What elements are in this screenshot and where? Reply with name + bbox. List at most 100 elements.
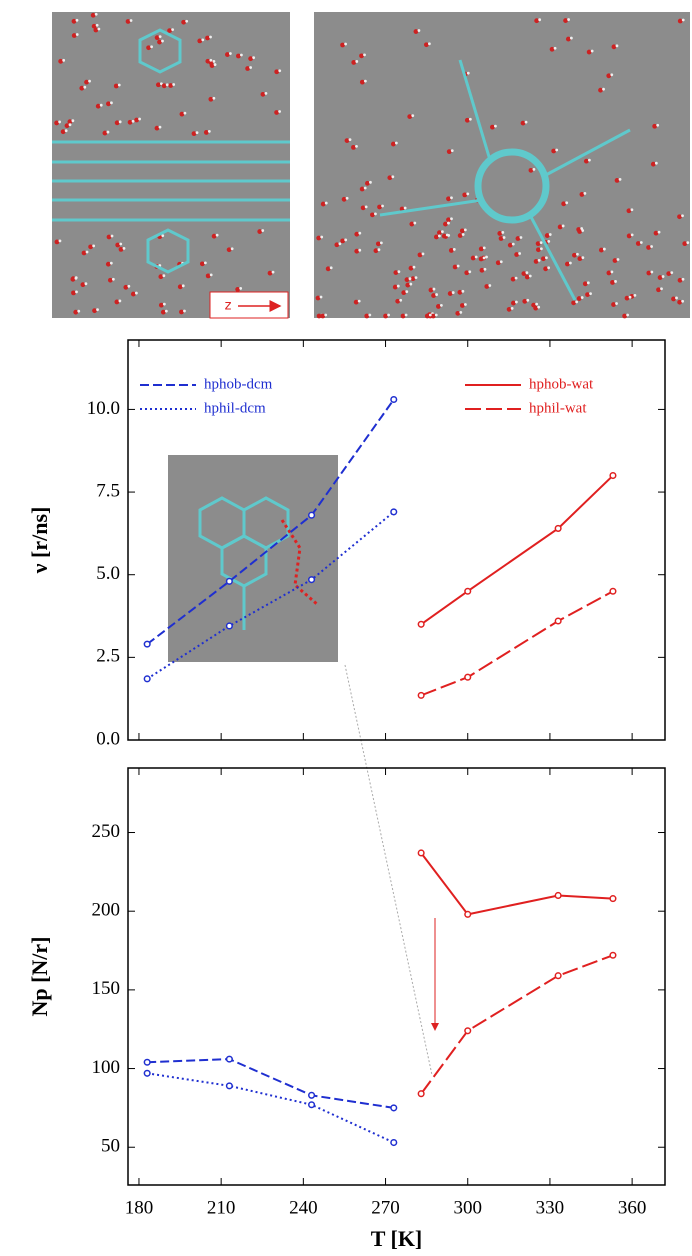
water-h	[547, 239, 551, 243]
water-h	[547, 266, 551, 270]
water	[383, 313, 388, 319]
water	[364, 313, 370, 319]
x-tick-label: 180	[125, 1197, 154, 1218]
water	[392, 284, 398, 290]
water-h	[138, 117, 141, 121]
water	[635, 241, 641, 246]
water	[125, 19, 131, 24]
water	[106, 234, 112, 240]
x-tick-label: 240	[289, 1197, 318, 1218]
water-h	[568, 261, 572, 265]
water	[524, 274, 530, 280]
water	[320, 201, 326, 207]
water	[544, 233, 550, 238]
water-h	[358, 248, 362, 252]
inset-molecule	[198, 496, 319, 630]
point	[554, 617, 562, 625]
water-h	[581, 256, 585, 260]
water	[408, 265, 414, 271]
water-h	[71, 119, 75, 123]
point	[464, 673, 472, 681]
point	[609, 951, 617, 959]
water-h	[656, 123, 660, 127]
water	[118, 246, 124, 252]
water	[624, 295, 630, 301]
water-h	[412, 265, 416, 269]
water-h	[97, 27, 101, 31]
water	[211, 233, 217, 239]
water	[583, 158, 589, 164]
water	[522, 298, 528, 304]
water-h	[207, 130, 211, 133]
water-h	[164, 309, 168, 313]
water	[91, 23, 97, 29]
water-h	[466, 71, 470, 75]
water-h	[403, 206, 407, 210]
water-h	[450, 217, 453, 221]
water	[433, 234, 439, 240]
water-h	[590, 49, 594, 53]
water-h	[405, 290, 409, 294]
series-line	[420, 852, 614, 916]
water-h	[158, 35, 162, 39]
water-h	[463, 228, 467, 232]
water	[92, 308, 97, 314]
water-h	[162, 274, 166, 278]
water	[626, 233, 632, 239]
water-h	[482, 246, 486, 250]
water-h	[58, 120, 62, 124]
water-h	[320, 235, 324, 239]
water-h	[75, 33, 79, 36]
y-tick-label: 5.0	[96, 563, 120, 584]
water	[457, 289, 463, 295]
water-h	[119, 242, 123, 246]
water-h	[482, 256, 486, 260]
water-h	[195, 131, 199, 135]
water	[179, 111, 185, 117]
water	[205, 58, 211, 64]
nanotube	[52, 28, 631, 301]
water	[81, 250, 87, 256]
x-tick-label: 300	[453, 1197, 482, 1218]
water-h	[439, 304, 443, 307]
water	[107, 277, 113, 283]
water-h	[127, 284, 131, 288]
water-h	[580, 227, 584, 230]
water-h	[434, 313, 438, 317]
water-h	[230, 247, 234, 251]
water-h	[134, 291, 138, 295]
water-h	[519, 236, 523, 239]
water-h	[589, 292, 592, 296]
water-h	[203, 261, 207, 265]
water	[646, 270, 652, 276]
water	[79, 85, 85, 91]
water-h	[209, 58, 213, 62]
water-h	[348, 138, 352, 142]
water-h	[538, 18, 542, 22]
water-h	[212, 96, 216, 100]
left-snapshot	[52, 12, 290, 318]
water	[377, 204, 382, 210]
water-h	[474, 255, 478, 259]
water-h	[616, 258, 620, 261]
water	[71, 290, 76, 296]
water-h	[654, 161, 658, 165]
water-h	[381, 204, 384, 208]
water-h	[396, 284, 400, 288]
water	[459, 228, 465, 234]
water-h	[432, 287, 436, 291]
water	[351, 144, 356, 150]
water	[507, 242, 513, 248]
water	[671, 296, 676, 302]
water-h	[587, 158, 591, 162]
water-h	[95, 23, 99, 27]
water-h	[324, 201, 328, 205]
water	[457, 233, 463, 238]
water	[579, 192, 585, 197]
water	[354, 248, 360, 254]
water	[564, 261, 570, 267]
water	[543, 266, 549, 272]
water	[205, 273, 211, 279]
water-h	[344, 42, 347, 46]
water-h	[364, 205, 368, 209]
